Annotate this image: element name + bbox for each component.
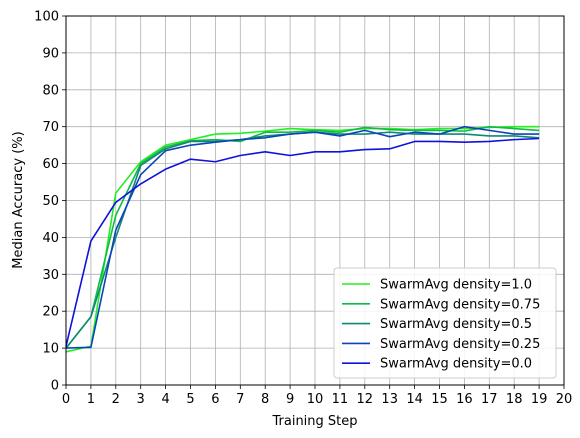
- x-tick-label: 14: [406, 392, 423, 407]
- legend-label: SwarmAvg density=1.0: [380, 278, 532, 293]
- x-tick-label: 16: [456, 392, 473, 407]
- x-tick-label: 15: [431, 392, 448, 407]
- y-tick-label: 0: [51, 379, 59, 394]
- x-tick-label: 11: [332, 392, 349, 407]
- x-tick-label: 12: [357, 392, 374, 407]
- legend-box: [333, 267, 557, 379]
- series-line: [65, 125, 540, 349]
- legend-label: SwarmAvg density=0.0: [380, 357, 532, 372]
- x-tick-label: 19: [531, 392, 548, 407]
- legend: SwarmAvg density=1.0 SwarmAvg density=0.7…: [333, 267, 557, 379]
- x-tick-label: 5: [186, 392, 194, 407]
- y-tick-label: 40: [42, 231, 59, 246]
- x-tick-label: 8: [261, 392, 269, 407]
- x-tick-label: 10: [307, 392, 324, 407]
- x-tick-label: 3: [137, 392, 145, 407]
- x-tick-label: 6: [211, 392, 219, 407]
- y-tick-label: 30: [42, 268, 59, 283]
- y-tick-label: 10: [42, 342, 59, 357]
- legend-label: SwarmAvg density=0.5: [380, 317, 532, 332]
- y-tick-label: 60: [42, 157, 59, 172]
- x-axis: 0 1 2 3 4 5 6 7 8 9 10 11 12 13 14 15 16 17 18 19 20: [62, 385, 572, 407]
- x-axis-label: Training Step: [271, 414, 357, 429]
- y-tick-label: 80: [42, 83, 59, 98]
- x-tick-label: 17: [481, 392, 498, 407]
- y-tick-label: 70: [42, 120, 59, 135]
- x-tick-label: 2: [112, 392, 120, 407]
- x-tick-label: 0: [62, 392, 70, 407]
- y-tick-label: 20: [42, 305, 59, 320]
- series-line: [65, 125, 540, 349]
- x-tick-label: 9: [286, 392, 294, 407]
- x-tick-label: 13: [381, 392, 398, 407]
- x-tick-label: 1: [87, 392, 95, 407]
- x-tick-label: 18: [506, 392, 523, 407]
- x-tick-label: 4: [161, 392, 169, 407]
- series-line: [65, 137, 540, 347]
- legend-label: SwarmAvg density=0.25: [380, 337, 540, 352]
- y-tick-label: 100: [34, 10, 59, 25]
- x-tick-label: 20: [556, 392, 573, 407]
- x-tick-label: 7: [236, 392, 244, 407]
- y-axis-label: Median Accuracy (%): [11, 131, 26, 268]
- y-tick-label: 50: [42, 194, 59, 209]
- series-lines: [65, 125, 540, 353]
- legend-label: SwarmAvg density=0.75: [380, 297, 540, 312]
- y-tick-label: 90: [42, 46, 59, 61]
- y-axis: 0 10 20 30 40 50 60 70 80 90 100: [34, 10, 66, 394]
